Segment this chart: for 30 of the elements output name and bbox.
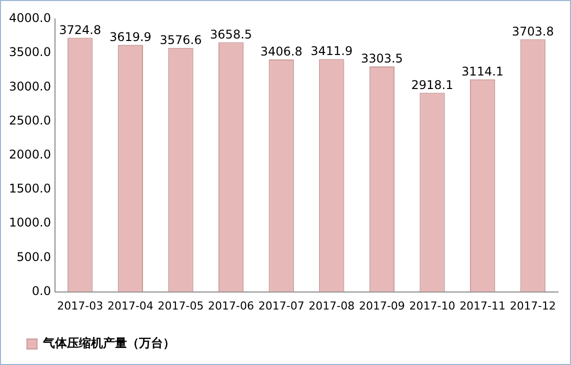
y-tick-label: 0.0 (32, 284, 51, 298)
data-label: 3303.5 (360, 52, 403, 66)
data-label: 3724.8 (59, 22, 102, 37)
data-label: 3411.9 (310, 44, 353, 58)
data-label: 3576.6 (160, 33, 202, 47)
data-label: 3406.8 (260, 44, 302, 59)
x-tick-label: 2017-06 (208, 299, 254, 312)
y-tick-label: 500.0 (16, 250, 51, 264)
y-tick-label: 1500.0 (8, 182, 51, 196)
x-tick-label: 2017-12 (510, 299, 556, 312)
y-tick-label: 1000.0 (8, 216, 51, 230)
y-tick-label: 3500.0 (8, 45, 51, 60)
x-tick-label: 2017-03 (57, 299, 104, 312)
y-tick-label: 4000.0 (8, 11, 51, 26)
x-tick-label: 2017-04 (107, 299, 154, 312)
x-tick-label: 2017-11 (460, 299, 506, 312)
data-label: 3114.1 (462, 64, 504, 79)
y-tick-label: 3000.0 (8, 79, 51, 94)
data-label: 3703.8 (512, 24, 554, 38)
data-label: 3619.9 (109, 30, 152, 44)
x-tick-label: 2017-09 (358, 299, 405, 312)
x-tick-label: 2017-10 (409, 299, 456, 312)
data-label: 3658.5 (210, 27, 252, 42)
y-tick-label: 2000.0 (8, 148, 51, 162)
legend-label: 气体压缩机产量（万台） (42, 336, 175, 350)
y-tick-label: 2500.0 (8, 113, 51, 128)
data-label: 2918.1 (411, 78, 454, 92)
x-tick-label: 2017-05 (158, 299, 204, 312)
x-tick-label: 2017-07 (258, 299, 304, 312)
x-tick-label: 2017-08 (308, 299, 355, 312)
